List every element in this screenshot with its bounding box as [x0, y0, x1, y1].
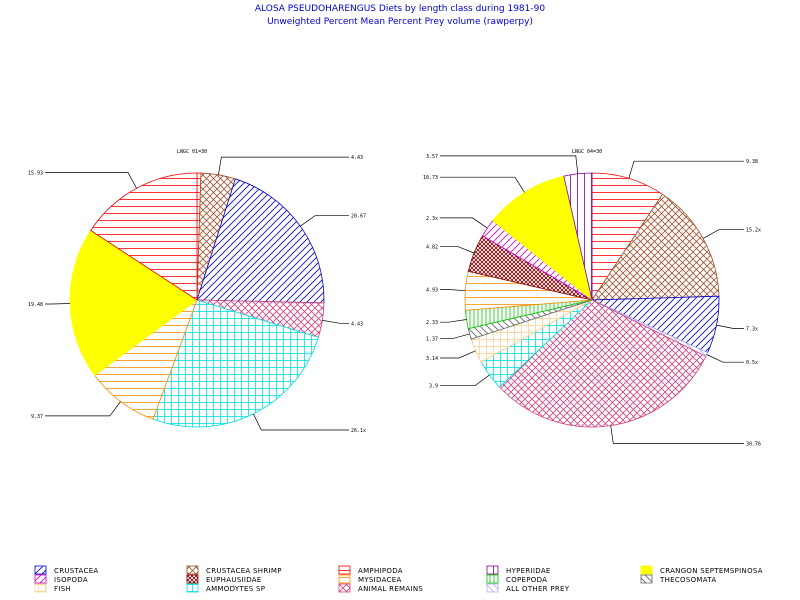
leader-line — [628, 160, 744, 179]
legend-item-animal-remains: ANIMAL REMAINS — [338, 583, 423, 593]
legend-label: ANIMAL REMAINS — [358, 585, 423, 593]
slice-value-label: 0.5x — [746, 360, 758, 366]
legend-label: COPEPODA — [506, 576, 547, 584]
legend-label: EUPHAUSIIDAE — [206, 576, 262, 584]
pie-slice-animal-remains — [498, 299, 707, 428]
legend-swatch — [34, 565, 47, 575]
legend-swatch — [486, 565, 499, 575]
leader-line — [716, 324, 744, 329]
legend: CRUSTACEA CRUSTACEA SHRIMP AMPHIPODA HYPERI… — [34, 565, 763, 593]
slice-value-label: 26.1x — [351, 428, 366, 434]
leader-line — [440, 245, 475, 254]
legend-item-copepoda: COPEPODA — [486, 574, 547, 584]
legend-item-crustacea: CRUSTACEA — [34, 565, 99, 575]
slice-value-label: 7.3x — [746, 327, 758, 333]
slice-value-label: 3.9 — [429, 384, 438, 390]
leader-line — [702, 229, 744, 239]
legend-item-isopoda: ISOPODA — [34, 574, 88, 584]
legend-swatch — [186, 565, 199, 575]
leader-line — [322, 320, 349, 324]
leader-line — [610, 425, 744, 444]
legend-item-fish: FISH — [34, 583, 71, 593]
slice-value-label: 1.37 — [426, 337, 438, 343]
legend-swatch — [640, 565, 653, 575]
leader-line — [45, 401, 121, 417]
legend-item-euphausiidae: EUPHAUSIIDAE — [186, 574, 262, 584]
leader-line — [440, 350, 476, 359]
slice-value-label: 15.93 — [28, 170, 43, 176]
slice-value-label: 4.43 — [351, 321, 363, 327]
slice-value-label: 9.38 — [746, 159, 758, 165]
legend-swatch — [34, 574, 47, 584]
legend-item-amphipoda: AMPHIPODA — [338, 565, 403, 575]
leader-line — [440, 333, 470, 340]
legend-label: FISH — [54, 585, 71, 593]
chart-title: ALOSA PSEUDOHARENGUS Diets by length cla… — [255, 4, 545, 14]
leader-line — [440, 319, 467, 323]
leader-line — [440, 155, 579, 174]
slice-value-label: 4.43 — [351, 155, 363, 161]
leader-line — [300, 215, 349, 227]
legend-item-ammodytes: AMMODYTES SP — [186, 583, 265, 593]
pie-slice-crangon — [69, 229, 198, 376]
legend-swatch — [338, 574, 351, 584]
leader-line — [440, 289, 466, 292]
slice-value-label: 20.67 — [351, 214, 366, 220]
leader-line — [440, 176, 525, 193]
leader-line — [440, 374, 490, 387]
legend-label: AMPHIPODA — [358, 567, 403, 575]
slice-value-label: 15.2x — [746, 228, 761, 234]
legend-item-crangon: CRANGON SEPTEMSPINOSA — [640, 565, 763, 575]
slice-value-label: 3.14 — [426, 356, 438, 362]
legend-label: ISOPODA — [54, 576, 88, 584]
legend-swatch — [486, 574, 499, 584]
legend-swatch — [34, 583, 47, 593]
leader-line — [706, 354, 744, 363]
legend-swatch — [338, 565, 351, 575]
pie-chart-2: LNGC 04=30 9.38 15.2x 7.3x 0.5x 30.76 3.9 3.14 1… — [423, 149, 761, 447]
slice-value-label: 10.73 — [423, 175, 438, 181]
pie-charts: LNGC 01=30 4.43 20.67 4.43 26.1x 9.37 19.48 15.… — [28, 149, 761, 447]
slice-value-label: 3.57 — [426, 154, 438, 160]
slice-value-label: 2.33 — [426, 320, 438, 326]
legend-swatch — [640, 574, 653, 584]
legend-swatch — [486, 583, 499, 593]
legend-item-all-other: ALL OTHER PREY — [486, 583, 570, 593]
legend-item-mysidacea: MYSIDACEA — [338, 574, 402, 584]
legend-swatch — [338, 583, 351, 593]
legend-label: CRUSTACEA — [54, 567, 99, 575]
pie-slice-crustacea-shrimp — [591, 193, 720, 301]
slice-value-label: 9.37 — [31, 414, 43, 420]
legend-item-hyperiidae: HYPERIIDAE — [486, 565, 551, 575]
legend-label: ALL OTHER PREY — [506, 585, 570, 593]
legend-item-crustacea-shrimp: CRUSTACEA SHRIMP — [186, 565, 282, 575]
pie-title: LNGC 01=30 — [177, 149, 207, 155]
pie-title: LNGC 04=30 — [572, 149, 602, 155]
slice-value-label: 4.93 — [426, 287, 438, 293]
legend-label: HYPERIIDAE — [506, 567, 551, 575]
leader-line — [218, 156, 349, 175]
legend-swatch — [186, 574, 199, 584]
legend-item-thecosomata: THECOSOMATA — [640, 574, 716, 584]
pie-chart-1: LNGC 01=30 4.43 20.67 4.43 26.1x 9.37 19.48 15.… — [28, 149, 366, 434]
pie-slice-crangon — [492, 175, 593, 302]
leader-line — [45, 172, 137, 189]
legend-label: CRANGON SEPTEMSPINOSA — [660, 567, 763, 575]
leader-line — [45, 303, 71, 305]
legend-label: AMMODYTES SP — [206, 585, 265, 593]
slice-value-label: 19.48 — [28, 302, 43, 308]
slice-value-label: 4.82 — [426, 244, 438, 250]
slice-value-label: 2.3x — [426, 216, 438, 222]
legend-label: CRUSTACEA SHRIMP — [206, 567, 282, 575]
legend-label: MYSIDACEA — [358, 576, 402, 584]
slice-value-label: 30.76 — [746, 441, 761, 447]
legend-swatch — [186, 583, 199, 593]
legend-label: THECOSOMATA — [659, 576, 716, 584]
leader-line — [440, 217, 488, 229]
chart-subtitle: Unweighted Percent Mean Percent Prey vol… — [267, 17, 533, 27]
leader-line — [252, 413, 349, 431]
